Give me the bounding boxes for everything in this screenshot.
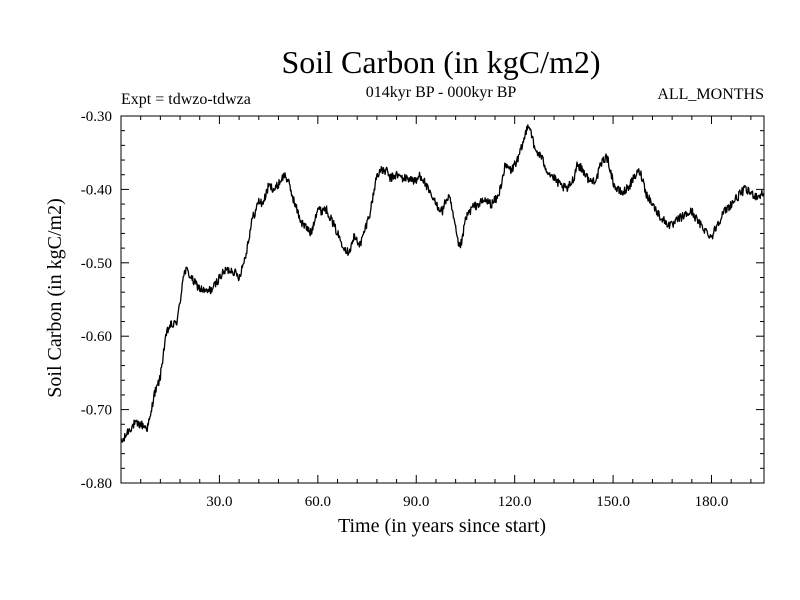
series-group [120,124,765,443]
x-tick-label: 30.0 [206,494,232,510]
chart-subtitle: 014kyr BP - 000kyr BP [366,84,517,101]
y-tick-label: -0.50 [81,256,112,272]
plot-frame [120,115,765,484]
y-axis-label: Soil Carbon (in kgC/m2) [44,198,66,397]
y-tick-label: -0.70 [81,403,112,419]
y-tick-label: -0.40 [81,182,112,198]
x-tick-label: 150.0 [596,494,630,510]
y-tick-labels: -0.80 -0.70 -0.60 -0.50 -0.40 -0.30 [81,109,112,492]
x-tick-label: 180.0 [695,494,729,510]
x-tick-labels: 30.0 60.0 90.0 120.0 150.0 180.0 [206,494,728,510]
season-label: ALL_MONTHS [657,86,764,103]
tick-marks [121,115,764,484]
chart-title: Soil Carbon (in kgC/m2) [281,44,600,80]
x-tick-label: 90.0 [403,494,429,510]
y-tick-label: -0.30 [81,109,112,125]
y-tick-label: -0.60 [81,329,112,345]
x-tick-label: 120.0 [498,494,532,510]
soil-carbon-series-line [120,124,765,443]
x-axis-label: Time (in years since start) [338,515,546,537]
axes [120,115,765,484]
y-tick-label: -0.80 [81,476,112,492]
x-tick-label: 60.0 [305,494,331,510]
experiment-label: Expt = tdwzo-tdwza [121,91,251,108]
